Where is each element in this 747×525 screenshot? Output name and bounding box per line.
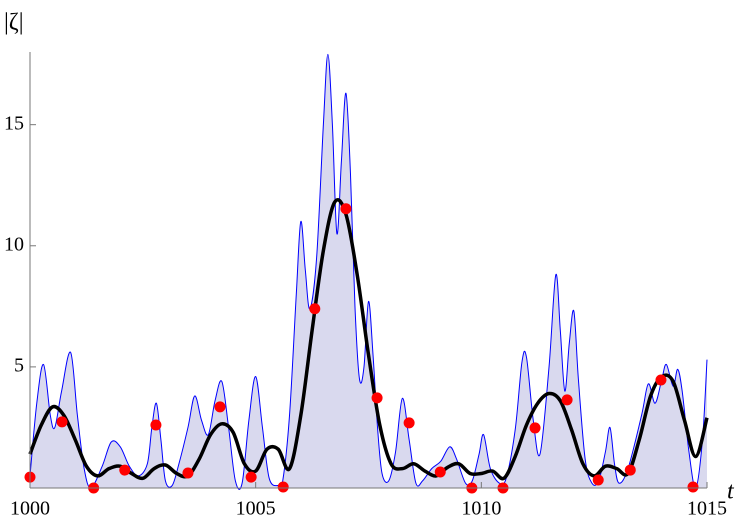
data-point [277, 481, 289, 493]
x-axis-label: t [727, 479, 735, 505]
data-point [403, 417, 415, 429]
x-tick-label: 1000 [10, 498, 50, 520]
data-point [655, 374, 667, 386]
line [28, 198, 709, 481]
data-point [434, 466, 446, 478]
data-point [245, 471, 257, 483]
line [29, 53, 708, 490]
data-point [309, 303, 321, 315]
x-tick-label: 1005 [236, 498, 276, 520]
data-point [624, 464, 636, 476]
data-point [56, 416, 68, 428]
y-tick-label: 15 [4, 112, 24, 134]
y-tick-label: 10 [4, 233, 24, 255]
x-tick-label: 1010 [461, 498, 501, 520]
data-point [371, 392, 383, 404]
y-tick-label: 5 [14, 354, 24, 376]
data-point [150, 419, 162, 431]
data-point [214, 401, 226, 413]
area [30, 54, 707, 490]
data-point [340, 203, 352, 215]
data-point [592, 474, 604, 486]
data-point [561, 394, 573, 406]
data-point [119, 464, 131, 476]
y-axis-label: |ζ| [4, 10, 24, 36]
data-point [182, 467, 194, 479]
data-point [687, 481, 699, 493]
data-point [529, 422, 541, 434]
x-tick-label: 1015 [687, 498, 727, 520]
